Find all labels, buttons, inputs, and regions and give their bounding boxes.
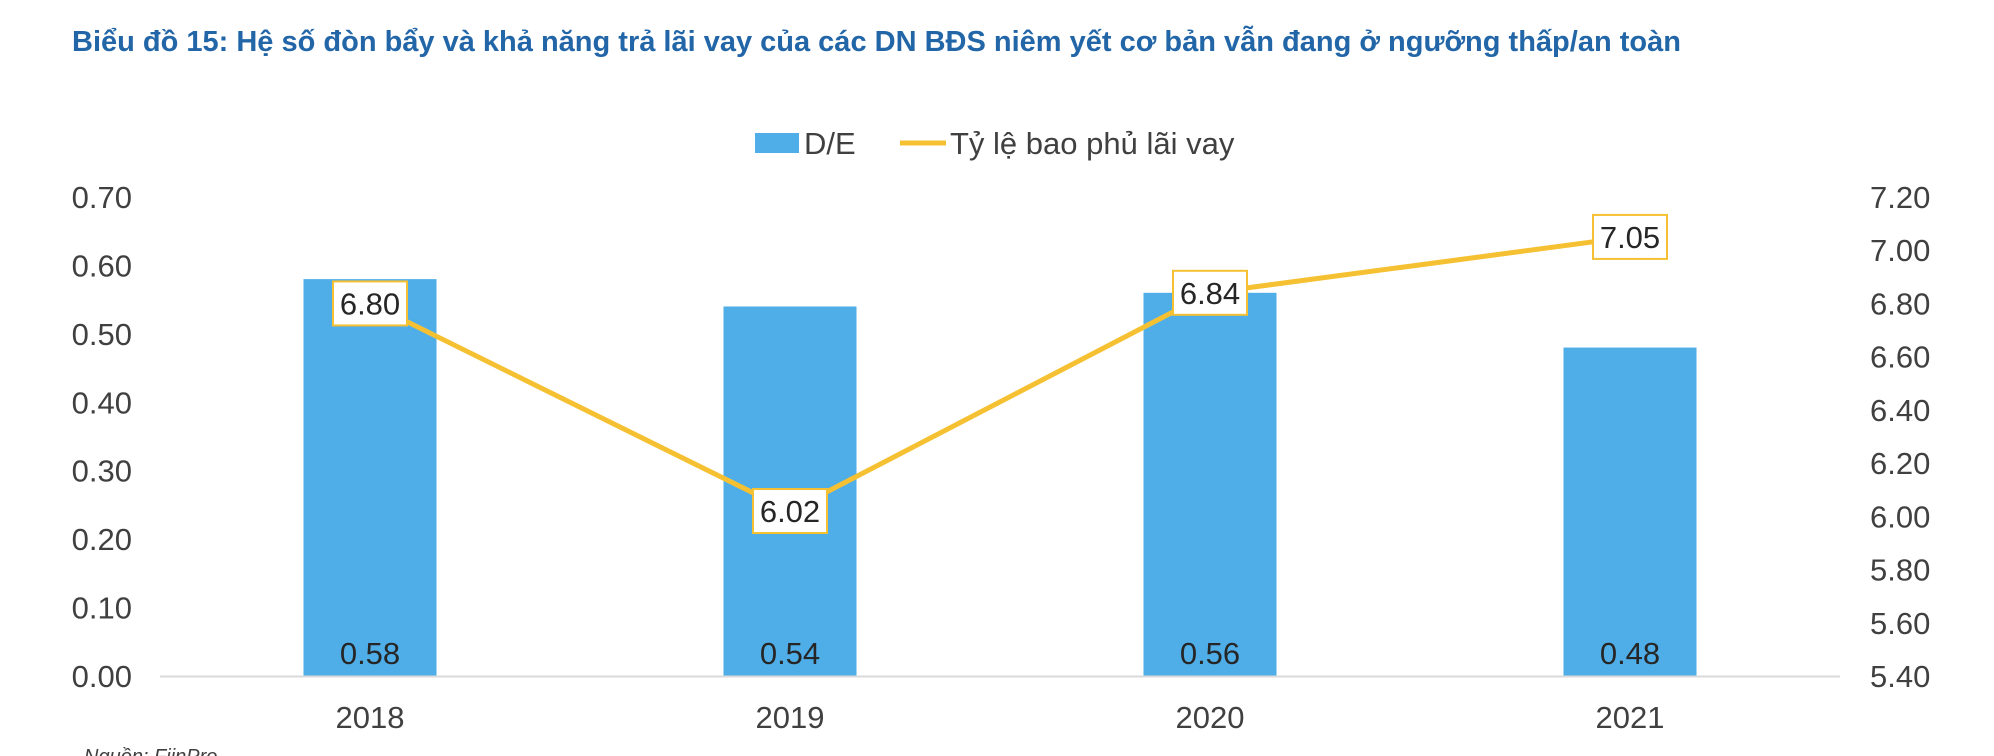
bar-2018 [303, 279, 437, 676]
legend-label-coverage: Tỷ lệ bao phủ lãi vay [950, 126, 1235, 161]
bar-value-label: 0.58 [340, 636, 400, 671]
x-axis-labels: 2018 2019 2020 2021 [336, 700, 1665, 735]
chart-title: Biểu đồ 15: Hệ số đòn bẩy và khả năng tr… [72, 26, 1681, 58]
y-left-tick-label: 0.50 [72, 317, 132, 352]
coverage-label-box [752, 488, 828, 535]
source-note: Nguồn: FiinPro [84, 746, 217, 756]
y-right-tick-label: 7.00 [1870, 233, 1930, 268]
coverage-label-box [1592, 213, 1668, 260]
coverage-label-box [332, 280, 408, 327]
line-series-interest-coverage: 6.80 6.02 6.84 7.05 [332, 213, 1668, 535]
y-right-tick-label: 6.00 [1870, 499, 1930, 534]
chart-legend: D/E Tỷ lệ bao phủ lãi vay [755, 126, 1235, 161]
bar-value-label: 0.54 [760, 636, 820, 671]
y-axis-right: 5.40 5.60 5.80 6.00 6.20 6.40 6.60 6.80 7.00 7.20 [1870, 180, 1930, 694]
coverage-value-label: 7.05 [1600, 220, 1660, 255]
coverage-label-box [1172, 269, 1248, 316]
y-right-tick-label: 6.20 [1870, 446, 1930, 481]
x-tick-label: 2021 [1596, 700, 1665, 735]
y-right-tick-label: 6.80 [1870, 286, 1930, 321]
bar-2020 [1143, 292, 1277, 676]
y-right-tick-label: 7.20 [1870, 180, 1930, 215]
y-left-tick-label: 0.10 [72, 591, 132, 626]
y-left-tick-label: 0.30 [72, 454, 132, 489]
legend-swatch-de [755, 133, 799, 153]
y-right-tick-label: 5.80 [1870, 553, 1930, 588]
x-tick-label: 2018 [336, 700, 405, 735]
x-tick-label: 2019 [756, 700, 825, 735]
y-left-tick-label: 0.00 [72, 659, 132, 694]
bar-series-de: 0.58 0.54 0.56 0.48 [303, 279, 1697, 676]
y-left-tick-label: 0.40 [72, 385, 132, 420]
y-left-tick-label: 0.20 [72, 522, 132, 557]
y-right-tick-label: 6.60 [1870, 340, 1930, 375]
x-tick-label: 2020 [1176, 700, 1245, 735]
coverage-value-label: 6.80 [340, 286, 400, 321]
legend-label-de: D/E [804, 126, 856, 161]
coverage-value-label: 6.84 [1180, 276, 1240, 311]
bar-value-label: 0.48 [1600, 636, 1660, 671]
y-left-tick-label: 0.70 [72, 180, 132, 215]
y-right-tick-label: 5.60 [1870, 606, 1930, 641]
bar-value-label: 0.56 [1180, 636, 1240, 671]
bar-2021 [1563, 347, 1697, 676]
y-right-tick-label: 5.40 [1870, 659, 1930, 694]
y-left-tick-label: 0.60 [72, 248, 132, 283]
y-axis-left: 0.00 0.10 0.20 0.30 0.40 0.50 0.60 0.70 [72, 180, 132, 694]
coverage-value-label: 6.02 [760, 494, 820, 529]
coverage-line [368, 234, 1631, 514]
y-right-tick-label: 6.40 [1870, 393, 1930, 428]
